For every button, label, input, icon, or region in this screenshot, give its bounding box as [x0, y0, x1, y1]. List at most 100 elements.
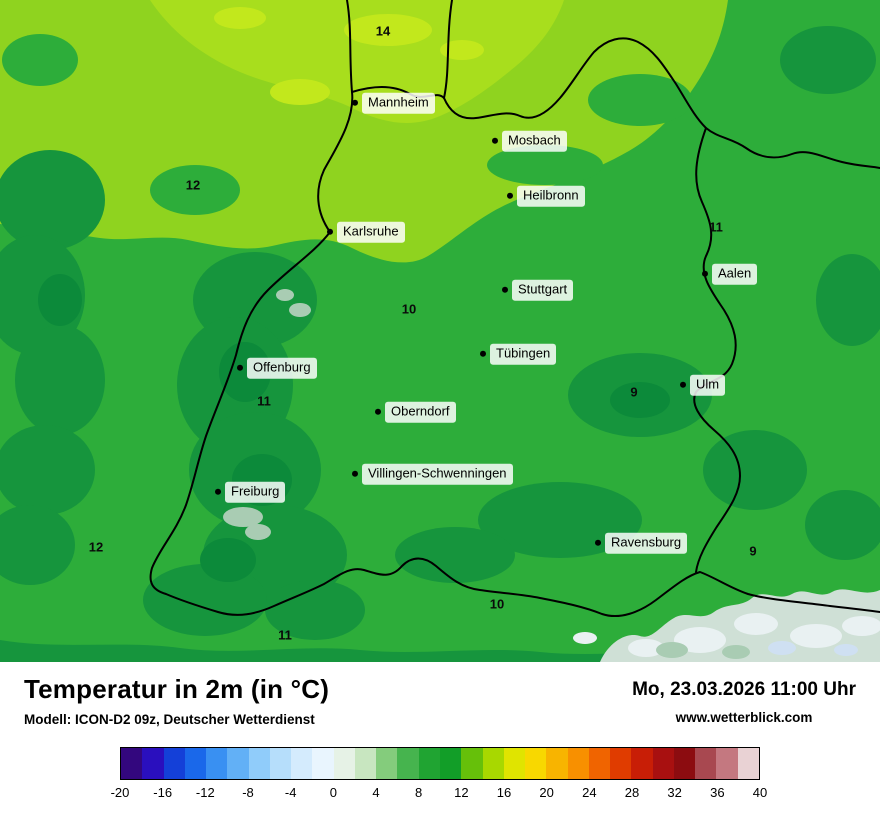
- colorbar-cell: [418, 748, 440, 779]
- border-layer: [149, 0, 880, 618]
- temperature-value: 11: [257, 393, 271, 409]
- city-label: Heilbronn: [517, 185, 585, 207]
- city-marker: Stuttgart: [502, 279, 574, 301]
- city-marker: Ravensburg: [595, 532, 688, 554]
- colorbar-cell: [376, 748, 398, 779]
- city-dot-icon: [237, 364, 243, 371]
- city-label: Oberndorf: [385, 401, 456, 423]
- colorbar-cell: [184, 748, 207, 779]
- colorbar-cell: [206, 748, 228, 779]
- colorbar-cell: [312, 748, 334, 779]
- colorbar-tick: 12: [454, 785, 469, 800]
- city-marker: Offenburg: [237, 357, 317, 379]
- footer-header: Temperatur in 2m (in °C) Modell: ICON-D2…: [24, 674, 856, 727]
- city-marker: Mosbach: [492, 130, 567, 152]
- city-dot-icon: [352, 99, 358, 106]
- colorbar-cell: [142, 748, 164, 779]
- city-marker: Karlsruhe: [327, 221, 405, 243]
- colorbar-cell: [525, 748, 547, 779]
- city-label: Freiburg: [225, 481, 286, 503]
- city-label: Karlsruhe: [337, 221, 405, 243]
- model-info: Modell: ICON-D2 09z, Deutscher Wetterdie…: [24, 712, 315, 727]
- datetime-block: Mo, 23.03.2026 11:00 Uhr www.wetterblick…: [632, 674, 856, 725]
- temperature-value: 11: [709, 219, 723, 235]
- temperature-value: 10: [489, 596, 505, 612]
- city-dot-icon: [680, 381, 686, 388]
- city-dot-icon: [492, 137, 498, 144]
- city-marker: Villingen-Schwenningen: [352, 463, 513, 485]
- colorbar-cell: [673, 748, 696, 779]
- temperature-value: 14: [375, 23, 391, 39]
- city-label: Stuttgart: [512, 279, 574, 301]
- colorbar-cell: [631, 748, 653, 779]
- colorbar-cell: [610, 748, 632, 779]
- colorbar-cell: [354, 748, 377, 779]
- city-dot-icon: [215, 488, 221, 495]
- colorbar-tick: -20: [110, 785, 130, 800]
- city-label: Villingen-Schwenningen: [362, 463, 513, 485]
- temperature-value: 12: [185, 177, 201, 193]
- city-label: Offenburg: [247, 357, 317, 379]
- colorbar-tick: 36: [710, 785, 725, 800]
- colorbar-tick: 0: [329, 785, 337, 800]
- city-label: Tübingen: [490, 343, 557, 365]
- city-marker: Heilbronn: [507, 185, 585, 207]
- city-dot-icon: [595, 539, 601, 546]
- city-dot-icon: [375, 408, 381, 415]
- map-title: Temperatur in 2m (in °C): [24, 674, 330, 704]
- colorbar-cell: [269, 748, 292, 779]
- colorbar-cell: [333, 748, 355, 779]
- terrain-layer: [0, 0, 880, 662]
- colorbar-cell: [737, 748, 759, 779]
- colorbar-tick: 32: [667, 785, 682, 800]
- colorbar-cell: [567, 748, 589, 779]
- colorbar-tick: -4: [284, 785, 297, 800]
- city-label: Aalen: [712, 263, 758, 285]
- colorbar-cell: [291, 748, 313, 779]
- colorbar-tick: -8: [242, 785, 254, 800]
- temperature-value: 9: [630, 384, 638, 400]
- colorbar-tick: 28: [624, 785, 640, 800]
- city-marker: Oberndorf: [375, 401, 456, 423]
- colorbar-cell: [397, 748, 419, 779]
- colorbar-tick: -16: [153, 785, 173, 800]
- website-url: www.wetterblick.com: [675, 710, 813, 725]
- city-dot-icon: [480, 350, 486, 357]
- colorbar-cell: [461, 748, 483, 779]
- colorbar-cell: [439, 748, 462, 779]
- colorbar-tick: 40: [752, 785, 768, 800]
- colorbar-tick: 16: [496, 785, 512, 800]
- map-footer: Temperatur in 2m (in °C) Modell: ICON-D2…: [0, 662, 880, 830]
- colorbar-cell: [503, 748, 526, 779]
- city-dot-icon: [507, 192, 513, 199]
- title-block: Temperatur in 2m (in °C) Modell: ICON-D2…: [24, 674, 329, 727]
- colorbar-gradient: [120, 747, 760, 780]
- colorbar-tick: 24: [582, 785, 597, 800]
- colorbar-cell: [652, 748, 674, 779]
- map-graphic: [0, 0, 880, 662]
- colorbar-cell: [227, 748, 249, 779]
- city-marker: Mannheim: [352, 92, 435, 114]
- colorbar-tick: -12: [195, 785, 215, 800]
- colorbar-cell: [248, 748, 270, 779]
- temperature-colorbar: -20 -16 -12 -8 -4 0 4 8 12 16 20 24 28 32 36 40: [111, 747, 768, 803]
- city-dot-icon: [352, 470, 358, 477]
- colorbar-cell: [163, 748, 185, 779]
- city-dot-icon: [702, 270, 708, 277]
- city-label: Mannheim: [362, 92, 435, 114]
- colorbar-tick: 4: [372, 785, 380, 800]
- city-dot-icon: [327, 228, 333, 235]
- city-marker: Aalen: [702, 263, 758, 285]
- temperature-map: Mannheim Mosbach Heilbronn Karlsruhe Stuttga…: [0, 0, 880, 662]
- city-marker: Tübingen: [480, 343, 557, 365]
- temperature-value: 12: [88, 539, 104, 555]
- colorbar-cell: [121, 748, 143, 779]
- city-label: Ravensburg: [605, 532, 688, 554]
- city-marker: Freiburg: [215, 481, 286, 503]
- temperature-value: 11: [278, 627, 292, 643]
- colorbar-ticks: -20 -16 -12 -8 -4 0 4 8 12 16 20 24 28 32 36 40: [111, 785, 768, 803]
- colorbar-cell: [546, 748, 568, 779]
- colorbar-cell: [588, 748, 611, 779]
- colorbar-cell: [716, 748, 738, 779]
- temperature-value: 9: [749, 543, 757, 559]
